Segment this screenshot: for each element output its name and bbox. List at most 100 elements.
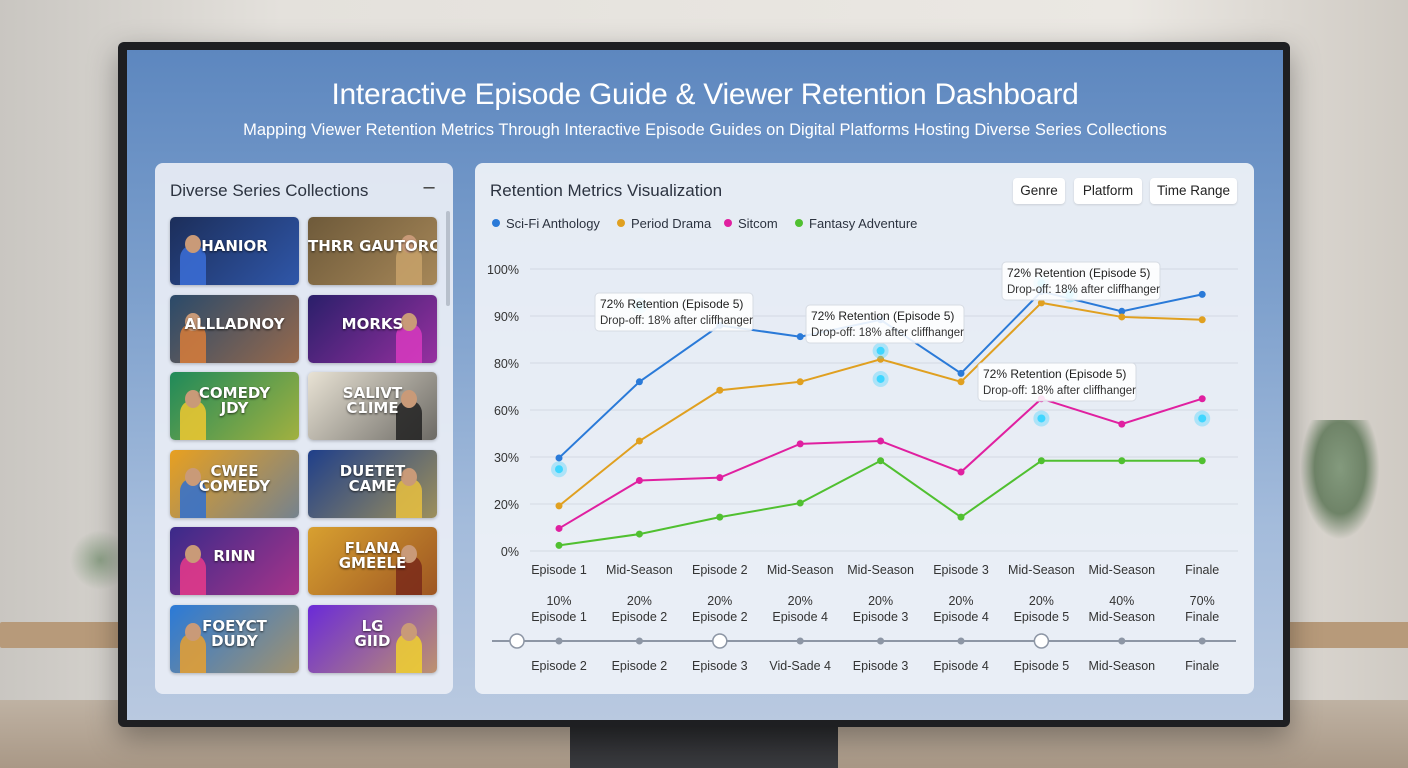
data-point[interactable] [555, 524, 563, 532]
shelf [0, 622, 125, 648]
legend-item[interactable]: Sitcom [724, 216, 778, 231]
time-range-filter-button[interactable]: Time Range [1150, 178, 1237, 204]
timeline-episode-label[interactable]: Episode 3 [853, 659, 909, 673]
data-point[interactable] [635, 437, 643, 445]
series-thumbnail[interactable]: FLANA GMEELE [308, 527, 437, 595]
y-tick-label: 90% [494, 310, 519, 324]
data-point[interactable] [1198, 290, 1206, 298]
data-point[interactable] [957, 378, 965, 386]
data-point[interactable] [716, 386, 724, 394]
tooltip-detail: Drop-off: 18% after cliffhanger [983, 385, 1136, 397]
timeline-episode-label[interactable]: Episode 5 [1014, 659, 1070, 673]
timeline-episode-label[interactable]: Episode 4 [933, 659, 989, 673]
timeline-percent: 40% [1109, 594, 1134, 608]
legend-item[interactable]: Period Drama [617, 216, 711, 231]
series-thumbnail[interactable]: COMEDY JDY [170, 372, 299, 440]
data-point[interactable] [796, 440, 804, 448]
data-point[interactable] [957, 369, 965, 377]
timeline-episode-label: Episode 5 [1014, 610, 1070, 624]
data-point[interactable] [1198, 457, 1206, 465]
highlight-point[interactable] [876, 346, 885, 355]
data-point[interactable] [1118, 313, 1126, 321]
x-tick-label: Episode 3 [933, 563, 989, 577]
data-point[interactable] [1037, 299, 1045, 307]
scrollbar[interactable] [446, 211, 450, 306]
timeline-tick[interactable] [957, 637, 965, 645]
data-point[interactable] [796, 333, 804, 341]
series-thumbnail[interactable]: CWEE COMEDY [170, 449, 299, 518]
timeline-episode-label[interactable]: Mid-Season [1088, 659, 1155, 673]
series-line[interactable] [558, 459, 1203, 547]
data-point[interactable] [1118, 307, 1126, 315]
series-thumbnail-title: THRR GAUTORCY [308, 237, 437, 255]
timeline-episode-label: Mid-Season [1088, 610, 1155, 624]
timeline-episode-label[interactable]: Vid-Sade 4 [769, 659, 831, 673]
data-point[interactable] [1118, 457, 1126, 465]
data-point[interactable] [796, 378, 804, 386]
timeline-tick[interactable] [1118, 637, 1126, 645]
highlight-point[interactable] [1037, 414, 1046, 423]
series-thumbnail[interactable]: FOEYCT DUDY [170, 604, 299, 673]
timeline-handle[interactable] [712, 633, 728, 649]
timeline-tick[interactable] [877, 637, 885, 645]
x-tick-label: Mid-Season [1008, 563, 1075, 577]
highlight-point[interactable] [1198, 414, 1207, 423]
data-point[interactable] [716, 474, 724, 482]
genre-filter-button[interactable]: Genre [1013, 178, 1065, 204]
timeline-tick[interactable] [555, 637, 563, 645]
timeline-episode-label[interactable]: Episode 3 [692, 659, 748, 673]
timeline-episode-label: Episode 1 [531, 610, 587, 624]
minus-icon[interactable]: – [423, 176, 435, 198]
series-thumbnail[interactable]: RINN [170, 527, 299, 595]
retention-chart-panel: Retention Metrics Visualization Genre Pl… [475, 163, 1254, 694]
series-thumbnail[interactable]: THRR GAUTORCY [308, 217, 437, 285]
timeline-episode-label[interactable]: Episode 2 [531, 659, 587, 673]
data-point[interactable] [635, 477, 643, 484]
monitor-stand [570, 726, 838, 768]
data-point[interactable] [957, 468, 965, 476]
character-head [401, 235, 417, 253]
data-point[interactable] [635, 378, 643, 386]
data-point[interactable] [555, 502, 563, 510]
y-tick-label: 0% [501, 545, 519, 559]
timeline-tick[interactable] [1198, 637, 1206, 645]
data-point[interactable] [957, 513, 965, 521]
timeline-tick[interactable] [635, 637, 643, 645]
character-head [185, 235, 201, 253]
platform-filter-button[interactable]: Platform [1074, 178, 1142, 204]
data-point[interactable] [877, 437, 885, 445]
data-point[interactable] [1198, 395, 1206, 403]
series-thumbnail[interactable]: SALIVT C1IME [308, 372, 437, 440]
character-head [401, 545, 417, 563]
series-thumbnail-title: SALIVT C1IME [342, 384, 403, 417]
series-thumbnail[interactable]: MORKS [308, 294, 437, 363]
legend-item[interactable]: Fantasy Adventure [795, 216, 917, 231]
timeline-tick[interactable] [796, 637, 804, 645]
data-point[interactable] [716, 513, 724, 521]
data-point[interactable] [877, 457, 885, 465]
series-thumbnail[interactable]: DUETET CAME [308, 449, 437, 518]
highlight-point[interactable] [555, 465, 563, 474]
retention-line-chart: 0% 20% 30% 60% 80% 90% 100% Episode 1 Mid-Season… [487, 261, 1238, 673]
data-point[interactable] [1037, 457, 1045, 465]
data-point[interactable] [555, 541, 563, 549]
data-point[interactable] [635, 530, 643, 538]
highlight-point[interactable] [876, 374, 885, 383]
data-point[interactable] [555, 454, 563, 462]
timeline-handle[interactable] [1033, 633, 1050, 649]
data-point[interactable] [1118, 420, 1126, 428]
legend-item[interactable]: Sci-Fi Anthology [492, 216, 600, 231]
timeline-episode-label[interactable]: Episode 2 [612, 659, 668, 673]
shelf [1290, 622, 1408, 648]
data-point[interactable] [877, 355, 885, 363]
series-thumbnail[interactable]: HANIOR [170, 217, 299, 285]
data-point[interactable] [796, 499, 804, 507]
series-thumbnail[interactable]: ALLLADNOY [170, 294, 299, 363]
data-point[interactable] [1198, 316, 1206, 324]
timeline-episode-label[interactable]: Finale [1185, 659, 1219, 673]
series-thumbnail[interactable]: LG GIID [308, 604, 437, 673]
series-thumbnail-title: DUETET CAME [339, 461, 406, 495]
y-tick-label: 60% [494, 404, 519, 418]
series-thumbnail-title: COMEDY JDY [198, 384, 271, 417]
timeline-handle[interactable] [509, 633, 525, 649]
